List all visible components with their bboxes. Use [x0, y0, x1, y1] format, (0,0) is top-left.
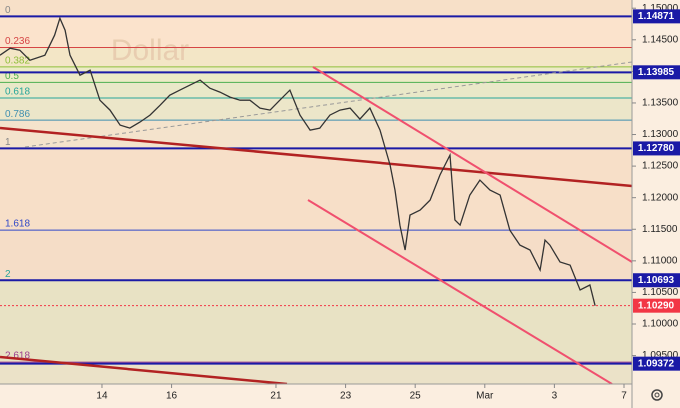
price-label-box [633, 141, 680, 156]
price-line-series [0, 16, 596, 306]
fib-band [0, 16, 632, 48]
y-tick-label: 1.12500 [642, 161, 679, 172]
fib-band [0, 66, 632, 83]
fib-label: 0 [5, 5, 11, 16]
x-tick-label: 25 [410, 391, 422, 402]
fib-label: 0.382 [5, 55, 30, 66]
price-label: 1.10290 [638, 300, 675, 311]
price-label-box [633, 273, 680, 288]
price-label: 1.12780 [638, 143, 675, 154]
x-tick-label: 7 [621, 391, 627, 402]
y-axis-background [632, 0, 680, 408]
y-tick-label: 1.14500 [642, 34, 679, 45]
price-label: 1.10693 [638, 275, 675, 286]
price-label-box [633, 298, 680, 313]
y-tick-label: 1.13500 [642, 98, 679, 109]
settings-icon[interactable] [651, 389, 663, 401]
fib-label: 0.236 [5, 36, 30, 47]
fib-label: 1 [5, 137, 11, 148]
y-tick-label: 1.15000 [642, 3, 679, 14]
trend-lines [0, 61, 633, 386]
y-tick-label: 1.10500 [642, 287, 679, 298]
price-label: 1.14871 [638, 11, 675, 22]
x-tick-label: 16 [166, 391, 178, 402]
price-label: 1.13985 [638, 67, 675, 78]
fib-label: 0.618 [5, 87, 30, 98]
y-tick-label: 1.11000 [642, 255, 678, 266]
fib-label: 2 [5, 269, 11, 280]
fib-label: 1.618 [5, 219, 30, 230]
fib-band [0, 47, 632, 67]
y-tick-label: 1.10000 [642, 319, 679, 330]
y-tick-label: 1.13000 [642, 129, 679, 140]
price-label-box [633, 356, 680, 371]
fib-band [0, 148, 632, 231]
fib-band [0, 97, 632, 121]
y-tick-label: 1.12000 [642, 192, 679, 203]
fib-band [0, 230, 632, 281]
x-axis-background [0, 384, 632, 408]
fib-band [0, 362, 632, 384]
fib-label: 0.5 [5, 71, 19, 82]
price-label-box [633, 9, 680, 24]
price-label: 1.09372 [638, 358, 675, 369]
x-tick-label: 3 [552, 391, 558, 402]
watermark: Dollar [111, 34, 189, 67]
x-tick-label: Mar [476, 391, 494, 402]
fib-label: 2.618 [5, 351, 30, 362]
x-tick-label: 21 [270, 391, 282, 402]
y-tick-label: 1.11500 [642, 224, 678, 235]
x-tick-label: 14 [96, 391, 108, 402]
fib-label: 0.786 [5, 109, 30, 120]
price-label-box [633, 65, 680, 80]
x-tick-label: 23 [340, 391, 352, 402]
y-tick-label: 1.09500 [642, 350, 679, 361]
fib-band [0, 280, 632, 363]
fib-band [0, 82, 632, 98]
fib-band [0, 120, 632, 149]
